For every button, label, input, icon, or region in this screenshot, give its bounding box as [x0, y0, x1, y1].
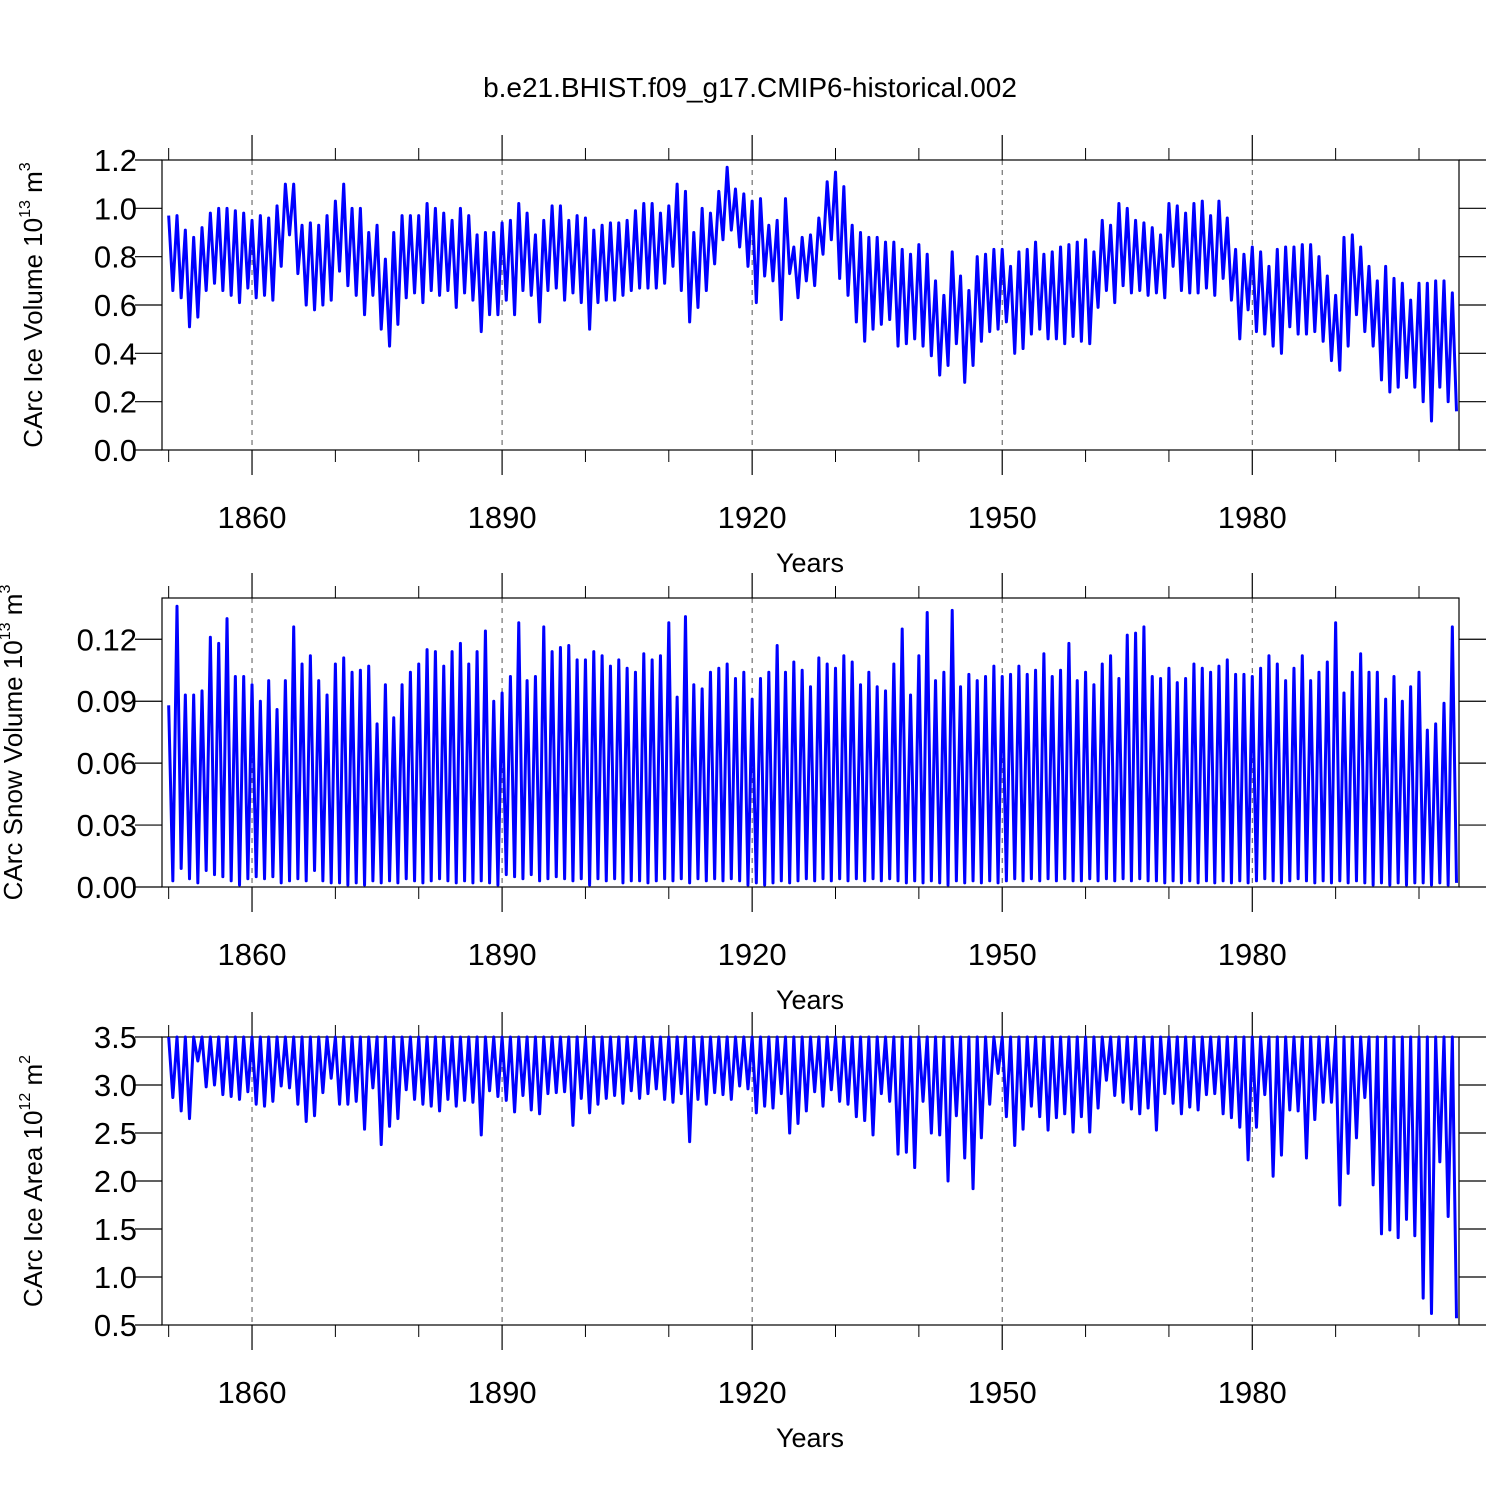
- y-axis-title-part: CArc Snow Volume 10: [0, 640, 28, 900]
- x-tick-label: 1860: [218, 500, 287, 535]
- y-tick-label: 0.5: [94, 1308, 137, 1343]
- y-axis-title-part: m: [0, 594, 28, 623]
- x-axis-title: Years: [776, 548, 844, 578]
- y-axis-title-part: CArc Ice Volume 10: [18, 218, 48, 448]
- y-tick-label: 0.4: [94, 336, 137, 371]
- y-axis-title: CArc Snow Volume 1013 m3: [0, 585, 28, 901]
- x-tick-label: 1950: [968, 937, 1037, 972]
- y-tick-label: 1.0: [94, 1260, 137, 1295]
- y-tick-label: 0.8: [94, 240, 137, 275]
- data-line: [167, 165, 1458, 423]
- y-tick-label: 0.12: [77, 622, 137, 657]
- y-tick-label: 0.2: [94, 385, 137, 420]
- y-tick-label: 0.06: [77, 746, 137, 781]
- x-tick-label: 1890: [468, 937, 537, 972]
- y-axis-title-part: 13: [17, 200, 34, 218]
- x-tick-label: 1950: [968, 500, 1037, 535]
- y-axis-title-part: 2: [17, 1055, 34, 1064]
- chart-title: b.e21.BHIST.f09_g17.CMIP6-historical.002: [483, 72, 1017, 103]
- x-tick-label: 1920: [718, 500, 787, 535]
- y-axis-title-part: m: [18, 1064, 48, 1093]
- y-tick-label: 0.00: [77, 870, 137, 905]
- plot-frame: [161, 597, 1460, 888]
- x-tick-label: 1860: [218, 937, 287, 972]
- x-tick-label: 1950: [968, 1375, 1037, 1410]
- y-axis-title-part: 3: [0, 585, 14, 594]
- y-tick-label: 0.0: [94, 433, 137, 468]
- y-tick-label: 0.09: [77, 684, 137, 719]
- y-tick-label: 1.0: [94, 191, 137, 226]
- y-tick-label: 0.03: [77, 808, 137, 843]
- y-axis-title: CArc Ice Volume 1013 m3: [17, 162, 48, 447]
- x-tick-label: 1920: [718, 937, 787, 972]
- x-tick-label: 1980: [1218, 500, 1287, 535]
- x-tick-label: 1890: [468, 500, 537, 535]
- y-tick-label: 1.2: [94, 143, 137, 178]
- y-axis-title-part: 3: [17, 162, 34, 171]
- y-tick-label: 0.6: [94, 288, 137, 323]
- x-axis-title: Years: [776, 985, 844, 1015]
- data-line: [167, 1035, 1458, 1319]
- y-axis-title-part: 13: [0, 622, 14, 640]
- x-tick-label: 1860: [218, 1375, 287, 1410]
- y-axis-title-part: CArc Ice Area 10: [18, 1111, 48, 1308]
- y-axis-title-part: 12: [17, 1093, 34, 1111]
- data-line: [167, 604, 1458, 887]
- x-tick-label: 1920: [718, 1375, 787, 1410]
- y-tick-label: 3.5: [94, 1020, 137, 1055]
- x-tick-label: 1980: [1218, 1375, 1287, 1410]
- x-tick-label: 1980: [1218, 937, 1287, 972]
- y-tick-label: 3.0: [94, 1068, 137, 1103]
- x-tick-label: 1890: [468, 1375, 537, 1410]
- y-tick-label: 2.5: [94, 1116, 137, 1151]
- y-tick-label: 1.5: [94, 1212, 137, 1247]
- y-tick-label: 2.0: [94, 1164, 137, 1199]
- y-axis-title: CArc Ice Area 1012 m2: [17, 1055, 48, 1307]
- x-axis-title: Years: [776, 1423, 844, 1453]
- plot-frame: [161, 159, 1460, 451]
- y-axis-title-part: m: [18, 171, 48, 200]
